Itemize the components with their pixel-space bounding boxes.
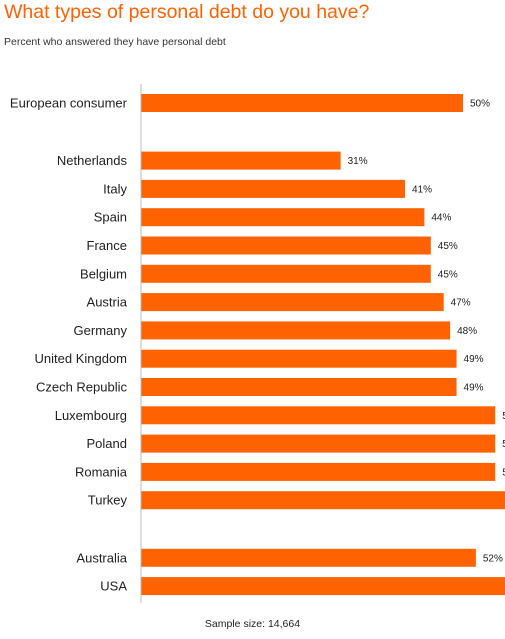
category-label-european-consumer: European consumer — [10, 96, 128, 111]
category-label-belgium: Belgium — [80, 266, 127, 281]
bar-united-kingdom — [141, 349, 457, 368]
category-label-poland: Poland — [87, 436, 127, 451]
bar-czech-republic — [141, 378, 457, 396]
bar-italy — [141, 179, 406, 198]
bar-romania — [141, 462, 496, 481]
bar-austria — [141, 293, 444, 312]
category-label-italy: Italy — [103, 181, 127, 196]
value-label-poland: 55% — [502, 439, 505, 450]
category-label-turkey: Turkey — [88, 493, 128, 508]
category-label-spain: Spain — [94, 210, 127, 225]
bar-spain — [141, 208, 425, 227]
bar-belgium — [141, 264, 431, 283]
category-label-netherlands: Netherlands — [57, 153, 128, 168]
value-label-italy: 41% — [412, 184, 432, 195]
category-label-united-kingdom: United Kingdom — [35, 351, 128, 366]
value-label-european-consumer: 50% — [470, 99, 490, 110]
value-label-austria: 47% — [451, 298, 471, 309]
category-label-luxembourg: Luxembourg — [55, 408, 127, 423]
bar-poland — [141, 434, 496, 453]
value-label-spain: 44% — [431, 213, 451, 224]
bar-australia — [141, 548, 476, 567]
value-label-australia: 52% — [483, 553, 503, 564]
chart-title: What types of personal debt do you have? — [4, 1, 370, 23]
chart-subtitle: Percent who answered they have personal … — [4, 36, 226, 48]
category-label-france: France — [87, 238, 127, 253]
bar-france — [141, 236, 431, 255]
value-label-france: 45% — [438, 241, 458, 252]
category-label-czech-republic: Czech Republic — [36, 380, 128, 395]
category-label-australia: Australia — [76, 550, 127, 565]
value-label-czech-republic: 49% — [464, 383, 484, 394]
bar-turkey — [141, 491, 505, 510]
bar-luxembourg — [141, 406, 496, 425]
category-label-romania: Romania — [75, 464, 128, 479]
bar-usa — [141, 577, 505, 596]
value-label-netherlands: 31% — [348, 156, 368, 167]
value-label-luxembourg: 55% — [502, 411, 505, 422]
category-label-usa: USA — [100, 579, 127, 594]
category-label-germany: Germany — [74, 323, 128, 338]
value-label-united-kingdom: 49% — [464, 354, 484, 365]
category-label-austria: Austria — [87, 295, 128, 310]
bar-european-consumer — [141, 94, 463, 112]
bars-layer: European consumer 50% Netherlands 31% Italy 4… — [10, 94, 505, 596]
bar-germany — [141, 321, 451, 340]
value-label-romania: 55% — [502, 467, 505, 478]
value-label-germany: 48% — [457, 326, 477, 337]
bar-netherlands — [141, 151, 341, 170]
sample-size-note: Sample size: 14,664 — [204, 618, 301, 630]
value-label-belgium: 45% — [438, 269, 458, 280]
